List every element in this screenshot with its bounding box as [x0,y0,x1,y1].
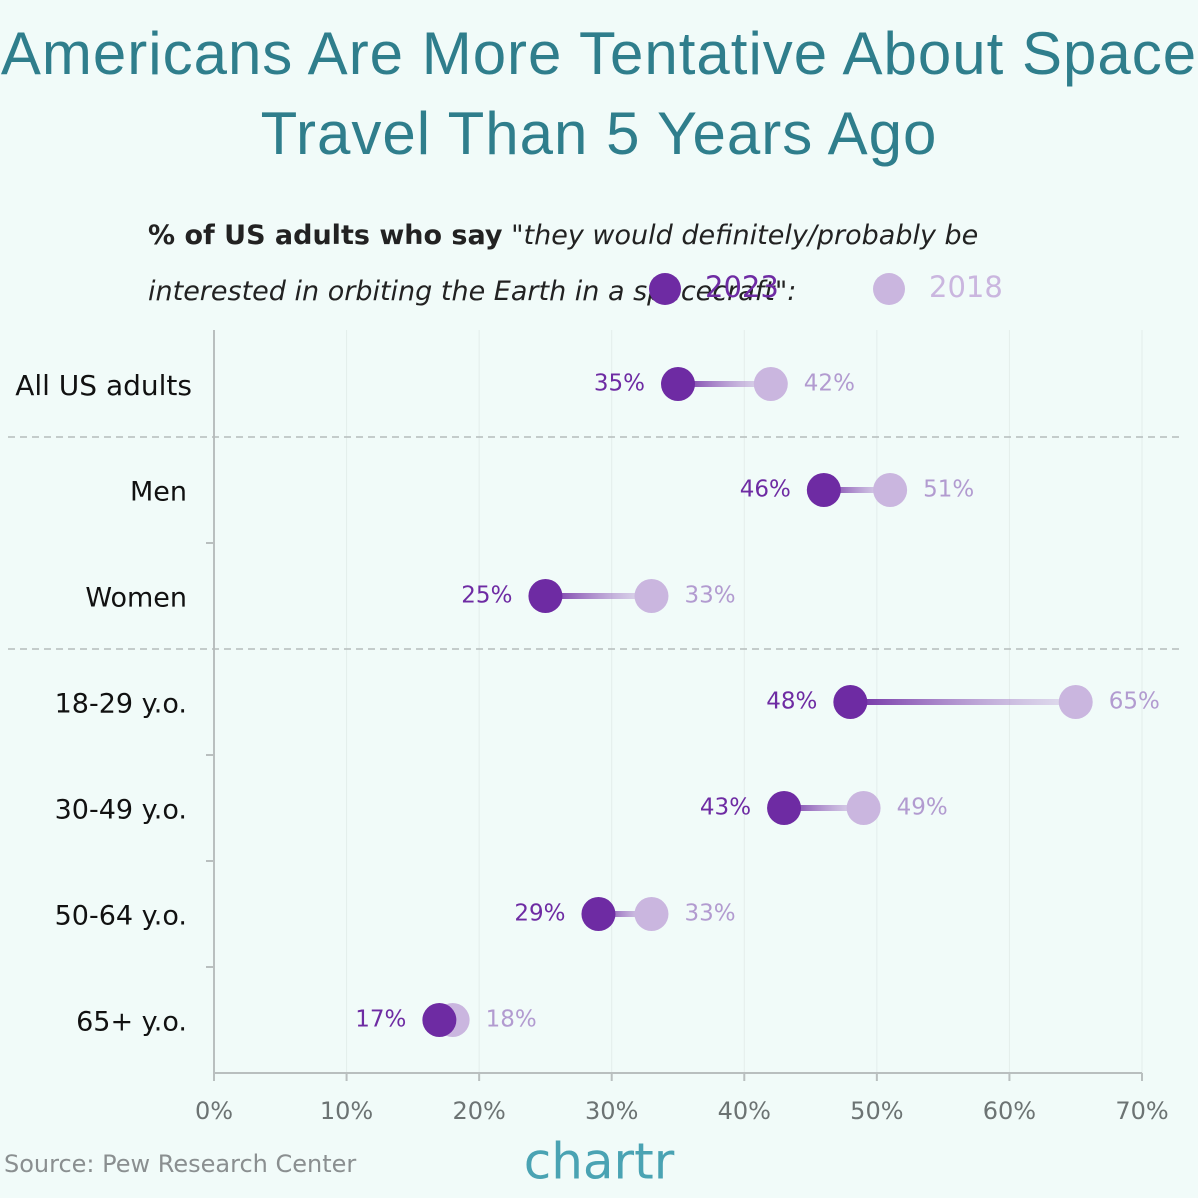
value-label-2018: 49% [897,795,948,821]
value-label-2023: 29% [514,901,565,927]
x-tick-label: 30% [585,1097,638,1125]
value-label-2018: 42% [804,371,855,397]
x-tick-label: 10% [320,1097,373,1125]
x-tick-label: 0% [195,1097,233,1125]
source: Source: Pew Research Center [4,1150,356,1178]
dot-2018 [634,897,669,931]
legend-label: 2018 [929,270,1003,304]
x-tick-label: 70% [1115,1097,1168,1125]
legend-label: 2023 [705,270,779,304]
x-tick-label: 50% [850,1097,903,1125]
subtitle: % of US adults who say "they would defin… [148,208,1118,320]
subtitle-lead: % of US adults who say [148,220,503,251]
connector [850,699,1076,705]
value-label-2023: 48% [766,689,817,715]
dot-2018 [753,367,788,401]
dot-2023 [581,897,616,931]
connector [545,593,652,599]
brand-logo: chartr [524,1133,675,1191]
y-tick-label: Men [130,477,187,508]
value-label-2023: 46% [740,477,791,503]
x-tick-label: 40% [718,1097,771,1125]
dot-2018 [873,473,908,507]
dot-2023 [661,367,695,401]
value-label-2018: 51% [923,477,974,503]
chart-title: Americans Are More Tentative About Space… [0,20,1198,167]
x-tick-label: 20% [452,1097,505,1125]
y-tick-label: 18-29 y.o. [55,689,187,720]
dot-2023 [806,473,841,507]
value-label-2018: 18% [486,1007,537,1033]
y-tick-label: 65+ y.o. [76,1007,187,1038]
x-tick-label: 60% [983,1097,1036,1125]
y-tick-label: 30-49 y.o. [55,795,187,826]
dot-2018 [634,579,669,613]
legend-marker [649,273,681,305]
value-label-2023: 25% [461,583,512,609]
value-label-2023: 17% [355,1007,406,1033]
y-tick-label: 50-64 y.o. [55,901,187,932]
value-label-2018: 65% [1109,689,1160,715]
value-label-2023: 35% [594,371,645,397]
dot-2018 [846,791,881,825]
value-label-2018: 33% [684,901,735,927]
value-label-2018: 33% [684,583,735,609]
value-label-2023: 43% [700,795,751,821]
connector [678,381,771,387]
dot-2023 [422,1003,457,1037]
dot-2023 [767,791,802,825]
subtitle-quote: "they would definitely/probably be inter… [148,220,979,307]
dot-2018 [1058,685,1093,719]
connector [784,805,864,811]
legend-marker [873,273,905,305]
dot-2023 [833,685,868,719]
dot-2023 [528,579,563,613]
y-tick-label: All US adults [15,369,192,402]
connector [598,911,652,917]
connector [823,487,891,493]
y-tick-label: Women [85,583,187,614]
